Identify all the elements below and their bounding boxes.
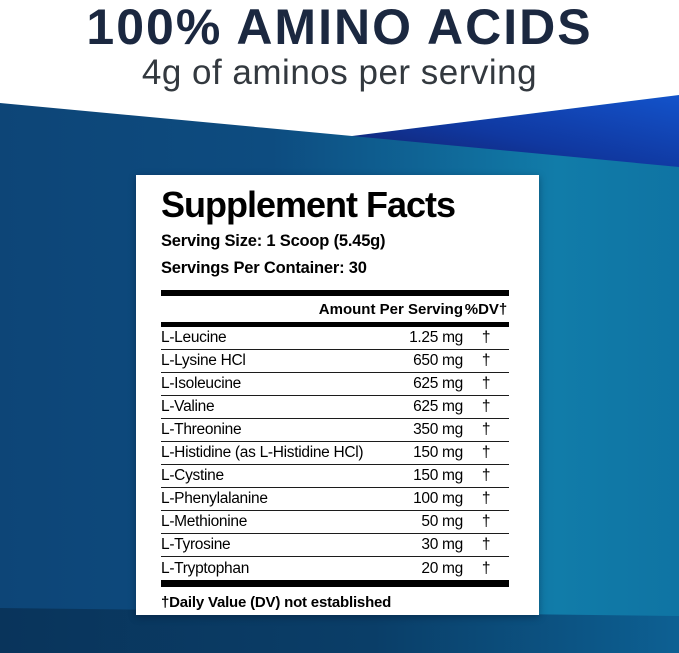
table-column-headers: Amount Per Serving %DV† <box>161 296 509 322</box>
ingredient-name: L-Leucine <box>161 329 227 346</box>
ingredient-amount: 50 mg <box>421 513 463 530</box>
dv-column-header: %DV† <box>464 300 508 318</box>
ingredient-amount: 650 mg <box>413 352 463 369</box>
table-row: L-Isoleucine 625 mg † <box>161 373 509 396</box>
ingredient-name: L-Isoleucine <box>161 375 241 392</box>
divider-thick-bottom <box>161 580 509 587</box>
product-title: 100% AMINO ACIDS <box>86 0 593 55</box>
table-row: L-Methionine 50 mg † <box>161 511 509 534</box>
supplement-facts-title: Supplement Facts <box>161 184 456 225</box>
ingredient-name: L-Lysine HCl <box>161 352 246 369</box>
ingredient-amount: 100 mg <box>413 490 463 507</box>
ingredient-dv: † <box>481 375 491 392</box>
serving-size: Serving Size: 1 Scoop (5.45g) <box>161 232 386 250</box>
royal-blue-ribbon <box>352 95 679 167</box>
hero-header: 100% AMINO ACIDS 4g of aminos per servin… <box>0 0 679 92</box>
ingredient-amount: 150 mg <box>413 467 463 484</box>
ingredient-amount: 30 mg <box>421 536 463 553</box>
ingredient-name: L-Tyrosine <box>161 536 231 553</box>
ingredient-dv: † <box>481 513 491 530</box>
supplement-facts-panel: Supplement Facts Serving Size: 1 Scoop (… <box>136 175 539 615</box>
ingredient-dv: † <box>481 352 491 369</box>
table-row: L-Tryptophan 20 mg † <box>161 557 509 580</box>
ingredient-dv: † <box>481 398 491 415</box>
ingredient-amount: 625 mg <box>413 375 463 392</box>
bottom-shadow-band <box>0 608 679 653</box>
table-row: L-Cystine 150 mg † <box>161 465 509 488</box>
ingredient-amount: 625 mg <box>413 398 463 415</box>
table-row: L-Tyrosine 30 mg † <box>161 534 509 557</box>
divider-thick-top <box>161 290 509 296</box>
ingredient-dv: † <box>481 490 491 507</box>
dv-footnote: †Daily Value (DV) not established <box>161 594 392 611</box>
table-row: L-Leucine 1.25 mg † <box>161 327 509 350</box>
ingredient-table: L-Leucine 1.25 mg † L-Lysine HCl 650 mg … <box>161 327 509 580</box>
ingredient-name: L-Valine <box>161 398 215 415</box>
ingredient-name: L-Cystine <box>161 467 224 484</box>
ingredient-dv: † <box>481 421 491 438</box>
divider-thick-header <box>161 322 509 327</box>
ingredient-amount: 350 mg <box>413 421 463 438</box>
ingredient-dv: † <box>481 329 491 346</box>
table-row: L-Histidine (as L-Histidine HCl) 150 mg … <box>161 442 509 465</box>
ingredient-name: L-Phenylalanine <box>161 490 268 507</box>
table-row: L-Phenylalanine 100 mg † <box>161 488 509 511</box>
ingredient-name: L-Methionine <box>161 513 248 530</box>
table-row: L-Valine 625 mg † <box>161 396 509 419</box>
ingredient-name: L-Tryptophan <box>161 559 250 577</box>
ingredient-amount: 150 mg <box>413 444 463 461</box>
amount-column-header: Amount Per Serving <box>318 300 463 318</box>
ingredient-dv: † <box>481 536 491 553</box>
ingredient-name: L-Histidine (as L-Histidine HCl) <box>161 444 364 461</box>
ingredient-dv: † <box>481 559 491 577</box>
product-subtitle: 4g of aminos per serving <box>141 53 538 92</box>
servings-per-container: Servings Per Container: 30 <box>161 259 367 277</box>
ingredient-dv: † <box>481 467 491 484</box>
ingredient-name: L-Threonine <box>161 421 242 438</box>
table-row: L-Lysine HCl 650 mg † <box>161 350 509 373</box>
ingredient-dv: † <box>481 444 491 461</box>
ingredient-amount: 20 mg <box>421 559 463 577</box>
ingredient-amount: 1.25 mg <box>409 329 463 346</box>
table-row: L-Threonine 350 mg † <box>161 419 509 442</box>
white-header-wedge <box>0 0 679 136</box>
